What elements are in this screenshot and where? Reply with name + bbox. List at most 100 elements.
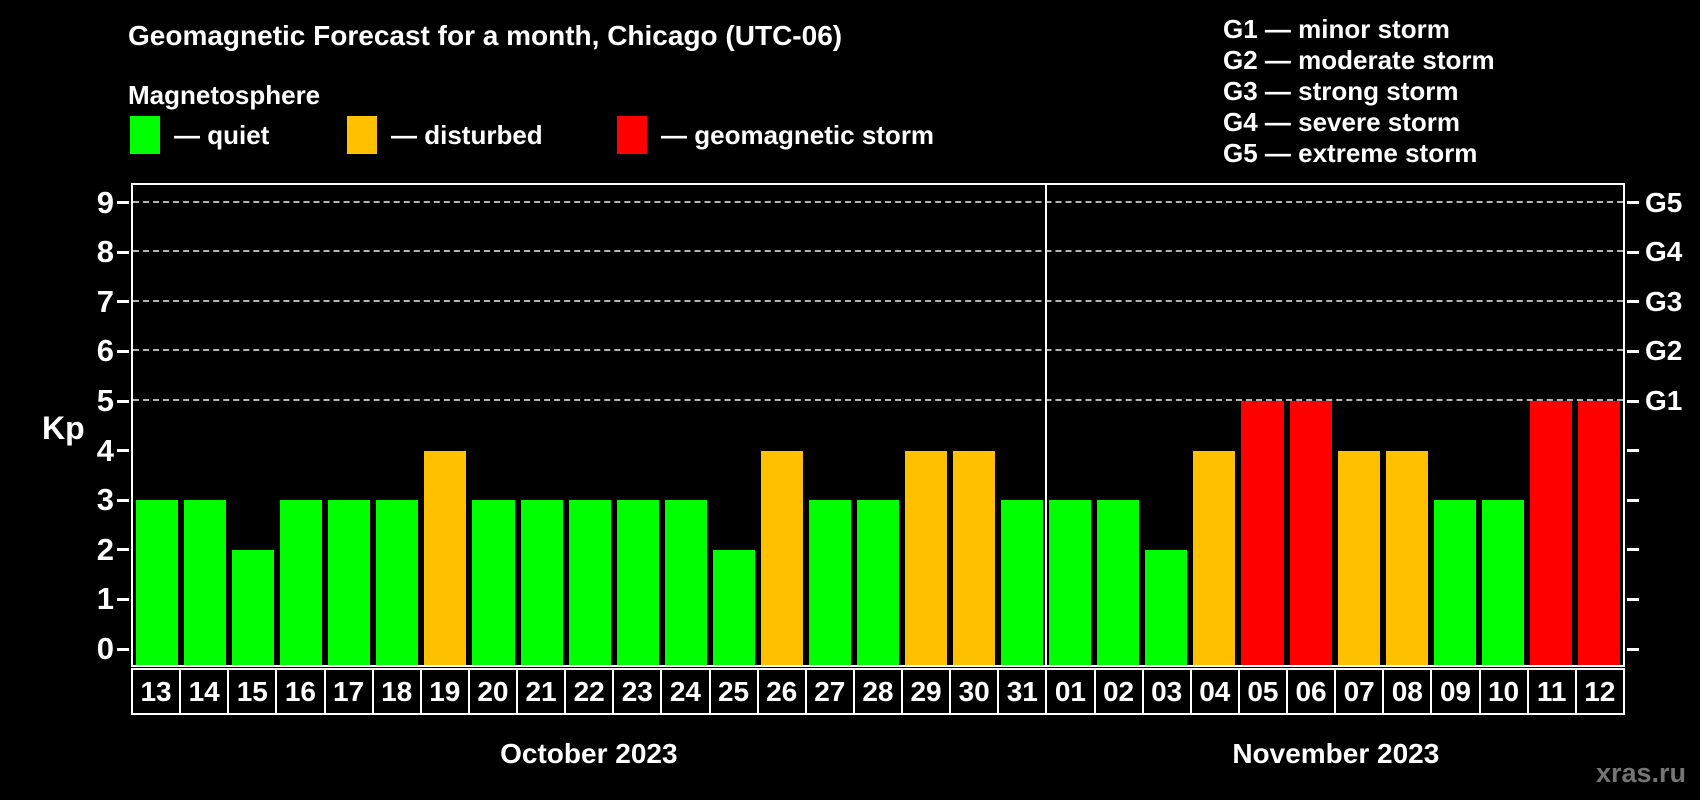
month-separator-layer	[133, 185, 1623, 665]
g-axis-label-G1: G1	[1645, 385, 1683, 416]
kp-bar-31	[1001, 500, 1044, 665]
bar-slot-26	[758, 185, 806, 665]
bar-slot-22	[566, 185, 614, 665]
left-tick-mark-6	[117, 349, 129, 353]
date-box-15: 15	[227, 668, 278, 715]
g-legend-line: G4 — severe storm	[1223, 107, 1461, 137]
bar-slot-30	[950, 185, 998, 665]
kp-bar-24	[664, 500, 707, 665]
left-tick-mark-3	[117, 498, 129, 502]
date-box-02: 02	[1093, 668, 1144, 715]
date-box-29: 29	[901, 668, 952, 715]
right-tick-mark-5	[1627, 399, 1639, 403]
y-axis-tick-label-3: 3	[96, 482, 114, 518]
bar-slot-06	[1287, 185, 1335, 665]
gridline-kp-6	[133, 349, 1623, 352]
date-box-28: 28	[852, 668, 903, 715]
chart-subtitle: Magnetosphere	[128, 80, 321, 110]
bar-slot-19	[421, 185, 469, 665]
quiet-color-swatch	[130, 116, 160, 154]
bar-slot-01	[1046, 185, 1094, 665]
left-tick-mark-9	[117, 201, 129, 205]
disturbed-color-swatch	[347, 116, 377, 154]
gridline-kp-8	[133, 250, 1623, 253]
gridlines-layer	[133, 185, 1623, 665]
bar-slot-09	[1431, 185, 1479, 665]
g-axis-label-G2: G2	[1645, 335, 1683, 367]
gridline-kp-5	[133, 399, 1623, 401]
date-box-10: 10	[1478, 668, 1529, 715]
bar-slot-16	[277, 185, 325, 665]
bar-slot-08	[1383, 185, 1431, 665]
kp-bar-23	[616, 500, 659, 665]
storm-color-swatch	[617, 116, 647, 154]
g-axis-label-G3: G3	[1645, 285, 1683, 317]
left-tick-mark-4	[117, 449, 129, 453]
kp-bar-04	[1193, 450, 1236, 665]
bar-slot-12	[1575, 185, 1623, 665]
kp-bar-17	[328, 500, 371, 665]
right-tick-mark-3	[1627, 498, 1639, 502]
bar-slot-11	[1527, 185, 1575, 665]
kp-bar-12	[1577, 401, 1620, 665]
kp-bar-02	[1097, 500, 1140, 665]
legend-label: — disturbed	[391, 119, 543, 150]
date-box-03: 03	[1141, 668, 1192, 715]
bar-slot-29	[902, 185, 950, 665]
kp-bar-14	[184, 500, 227, 665]
left-tick-mark-7	[117, 300, 129, 304]
x-axis-date-row: 13 14 15 16 17 18 19 20 21 22 23 24 25 26 27 28 29 30 31 01…	[131, 668, 1625, 715]
bar-slot-10	[1479, 185, 1527, 665]
kp-bar-22	[568, 500, 611, 665]
bar-slot-31	[998, 185, 1046, 665]
kp-bar-03	[1145, 549, 1188, 665]
date-box-17: 17	[323, 668, 374, 715]
kp-bar-08	[1385, 450, 1428, 665]
kp-bar-16	[280, 500, 323, 665]
left-tick-mark-1	[117, 597, 129, 601]
date-box-31: 31	[997, 668, 1048, 715]
bar-slot-07	[1335, 185, 1383, 665]
month-separator-line	[1045, 185, 1048, 665]
month-label: November 2023	[1232, 738, 1440, 769]
kp-bar-25	[712, 549, 755, 665]
date-box-07: 07	[1334, 668, 1385, 715]
g-legend-line: G3 — strong storm	[1223, 76, 1459, 106]
date-box-01: 01	[1045, 668, 1096, 715]
kp-bar-30	[953, 450, 996, 665]
date-box-18: 18	[371, 668, 422, 715]
y-axis-tick-label-8: 8	[96, 234, 114, 270]
bar-slot-21	[518, 185, 566, 665]
bar-slot-23	[614, 185, 662, 665]
bar-slot-28	[854, 185, 902, 665]
y-axis-tick-label-5: 5	[96, 383, 114, 418]
g-legend-line: G2 — moderate storm	[1223, 45, 1495, 75]
legend-item-storm: — geomagnetic storm	[617, 115, 934, 155]
bar-slot-04	[1190, 185, 1238, 665]
g-legend-line: G1 — minor storm	[1223, 14, 1450, 44]
legend-label: — quiet	[174, 119, 270, 150]
date-box-22: 22	[564, 668, 615, 715]
legend-item-disturbed: — disturbed	[347, 115, 543, 155]
right-tick-mark-1	[1627, 597, 1639, 601]
legend-label: — geomagnetic storm	[661, 119, 935, 150]
date-box-23: 23	[612, 668, 663, 715]
right-tick-mark-2	[1627, 548, 1639, 552]
kp-bar-26	[760, 450, 803, 665]
kp-bar-13	[136, 500, 179, 665]
date-box-13: 13	[131, 668, 182, 715]
kp-bar-21	[520, 500, 563, 665]
date-box-08: 08	[1382, 668, 1433, 715]
watermark: xras.ru	[1595, 758, 1686, 788]
legend-item-quiet: — quiet	[130, 115, 269, 155]
date-box-04: 04	[1189, 668, 1240, 715]
date-box-24: 24	[660, 668, 711, 715]
gridline-kp-9	[133, 200, 1623, 203]
date-box-20: 20	[467, 668, 518, 715]
date-box-06: 06	[1286, 668, 1337, 715]
bar-slot-15	[229, 185, 277, 665]
g-axis-label-G4: G4	[1645, 236, 1683, 268]
kp-bar-29	[905, 450, 948, 665]
date-box-30: 30	[949, 668, 1000, 715]
